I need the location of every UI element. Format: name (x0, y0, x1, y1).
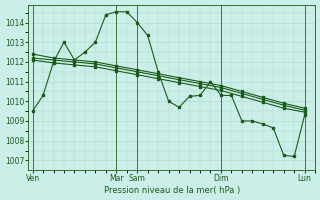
X-axis label: Pression niveau de la mer( hPa ): Pression niveau de la mer( hPa ) (104, 186, 240, 195)
